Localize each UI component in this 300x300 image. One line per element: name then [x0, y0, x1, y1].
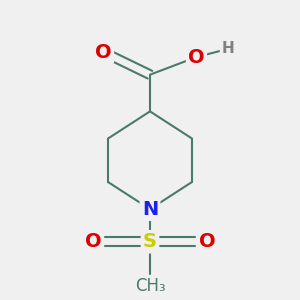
Text: N: N — [142, 200, 158, 219]
Text: O: O — [85, 232, 101, 251]
Text: H: H — [222, 41, 234, 56]
Text: O: O — [199, 232, 215, 251]
Text: S: S — [143, 232, 157, 251]
Text: O: O — [188, 47, 205, 67]
Text: O: O — [95, 43, 112, 62]
Text: CH₃: CH₃ — [135, 277, 165, 295]
